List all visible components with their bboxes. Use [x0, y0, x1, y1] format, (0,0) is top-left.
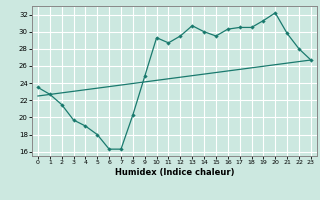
X-axis label: Humidex (Indice chaleur): Humidex (Indice chaleur) — [115, 168, 234, 177]
